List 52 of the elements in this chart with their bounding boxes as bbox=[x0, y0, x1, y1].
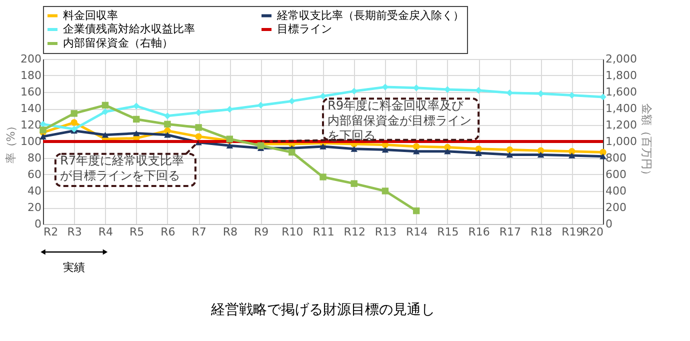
x-tick-label: R13 bbox=[374, 226, 397, 238]
x-tick-label: R4 bbox=[98, 226, 114, 238]
y2-tick-label: 1,600 bbox=[606, 86, 637, 98]
y2-tick-label: 2,000 bbox=[606, 52, 637, 66]
y2-tick-label: 1,400 bbox=[606, 102, 637, 115]
x-tick-label: R15 bbox=[437, 226, 459, 238]
x-tick-label: R6 bbox=[160, 226, 176, 238]
x-tick-label: R9 bbox=[254, 226, 269, 238]
y-tick-label: 40 bbox=[28, 184, 42, 198]
legend-label: 目標ライン bbox=[277, 22, 332, 36]
y-tick-label: 20 bbox=[28, 201, 42, 214]
legend-label: 料金回収率 bbox=[63, 8, 118, 22]
x-tick-label: R17 bbox=[499, 226, 521, 238]
x-tick-label: R3 bbox=[67, 226, 82, 238]
x-tick-label: R8 bbox=[222, 226, 238, 238]
x-tick-label: R2 bbox=[44, 226, 58, 238]
y-tick-label: 100 bbox=[20, 135, 42, 148]
y-tick-label: 200 bbox=[20, 52, 42, 66]
y-tick-label: 120 bbox=[20, 118, 42, 132]
x-tick-label: R12 bbox=[344, 226, 366, 238]
text: 実績 bbox=[63, 261, 86, 274]
x-tick-label: R18 bbox=[530, 226, 552, 238]
legend-label: 企業債残高対給水収益比率 bbox=[63, 22, 195, 36]
y2-tick-label: 0 bbox=[606, 218, 612, 230]
x-tick-label: R20 bbox=[582, 226, 604, 238]
y-tick-label: 160 bbox=[20, 86, 42, 98]
annotation: R9年度に料金回収率及び内部留保資金が目標ラインを下回る bbox=[328, 98, 472, 142]
x-tick-label: R14 bbox=[406, 226, 428, 238]
y2-tick-label: 400 bbox=[606, 184, 626, 198]
legend-label: 内部留保資金（右軸） bbox=[63, 36, 173, 50]
x-tick-label: R19 bbox=[562, 226, 584, 238]
x-tick-label: R11 bbox=[312, 226, 334, 238]
y-tick-label: 60 bbox=[28, 168, 42, 181]
y2-tick-label: 600 bbox=[606, 168, 626, 181]
y-axis-title: 率（%） bbox=[4, 120, 18, 164]
x-tick-label: R5 bbox=[130, 226, 144, 238]
y2-tick-label: 200 bbox=[606, 201, 626, 214]
y-tick-label: 140 bbox=[20, 102, 42, 115]
y2-axis-title: 金額（百万円） bbox=[640, 104, 653, 180]
y2-tick-label: 800 bbox=[606, 152, 626, 164]
x-tick-label: R16 bbox=[468, 226, 490, 238]
y-tick-label: 80 bbox=[28, 152, 42, 164]
text: 経営戦略で掲げる財源目標の見通し bbox=[210, 302, 435, 318]
annotation: R7年度に経常収支比率が目標ラインを下回る bbox=[60, 154, 184, 183]
y-tick-label: 180 bbox=[20, 69, 42, 82]
x-tick-label: R10 bbox=[282, 226, 304, 238]
y2-tick-label: 1,000 bbox=[606, 135, 637, 148]
y2-tick-label: 1,800 bbox=[606, 69, 637, 82]
y-tick-label: 0 bbox=[34, 218, 42, 230]
y2-tick-label: 1,200 bbox=[606, 118, 637, 132]
legend-label: 経常収支比率（長期前受金戻入除く） bbox=[276, 8, 464, 22]
x-tick-label: R7 bbox=[192, 226, 206, 238]
